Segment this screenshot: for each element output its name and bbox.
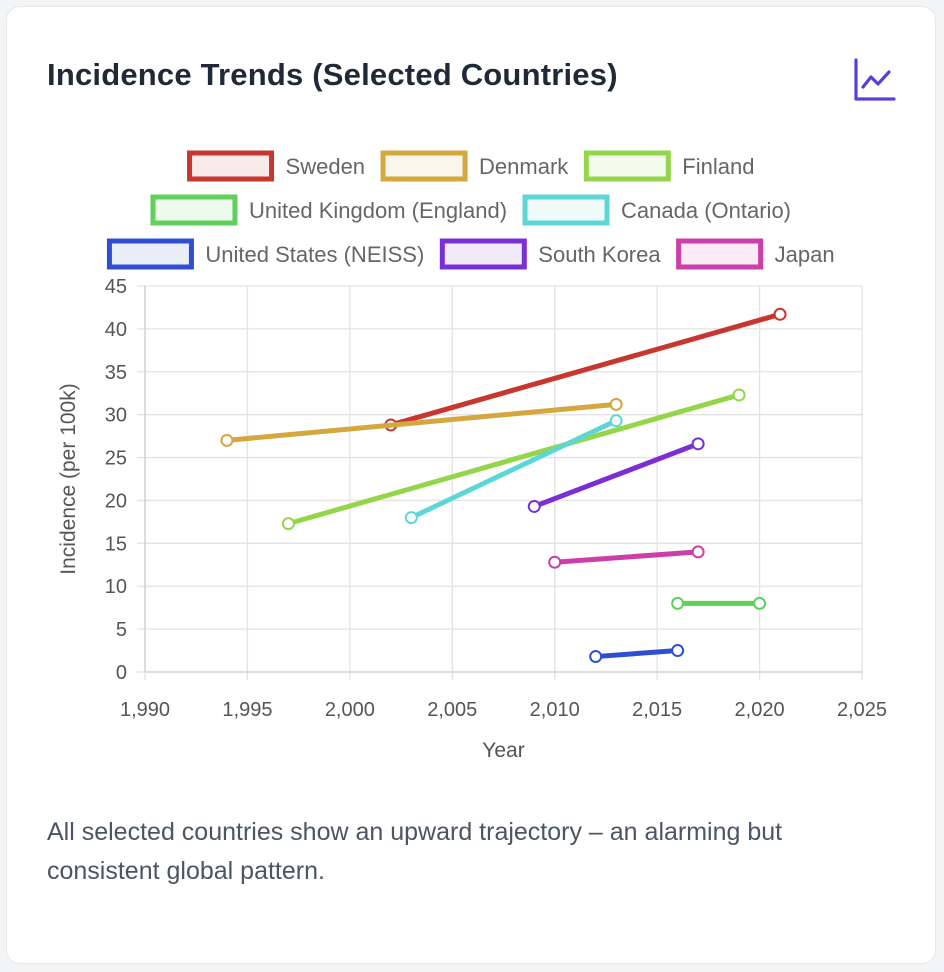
data-point [753, 596, 767, 610]
legend-swatch [676, 238, 764, 270]
y-tick-label: 40 [105, 319, 127, 341]
legend: Sweden Denmark Finland United Kingdom (Engl… [106, 150, 835, 270]
series-line [593, 648, 681, 660]
data-point [281, 517, 295, 531]
series-line [285, 392, 742, 527]
data-point [732, 388, 746, 402]
x-tick-label: 2,005 [427, 699, 477, 721]
legend-label: United Kingdom (England) [249, 198, 507, 223]
legend-label: South Korea [538, 242, 661, 267]
chart-card: Incidence Trends (Selected Countries) Al… [6, 6, 936, 964]
data-point [609, 397, 623, 411]
data-point [589, 650, 603, 664]
data-point [609, 414, 623, 428]
series-line [388, 311, 783, 428]
series [220, 307, 787, 664]
y-tick-label: 0 [116, 662, 127, 684]
y-tick-label: 20 [105, 490, 127, 512]
y-tick-label: 35 [105, 362, 127, 384]
grid [137, 285, 863, 680]
legend-label: Canada (Ontario) [621, 198, 791, 223]
data-point [691, 437, 705, 451]
legend-label: Denmark [479, 154, 569, 179]
line-chart-icon[interactable] [853, 57, 897, 103]
y-tick-label: 25 [105, 448, 127, 470]
legend-swatch [150, 194, 238, 226]
legend-swatch [439, 238, 527, 270]
data-point [691, 545, 705, 559]
legend-swatch [380, 150, 468, 182]
x-tick-label: 1,990 [120, 699, 170, 721]
y-tick-label: 45 [105, 276, 127, 298]
series-line [408, 418, 619, 521]
y-tick-label: 5 [116, 619, 127, 641]
y-tick-label: 10 [105, 576, 127, 598]
y-tick-label: 15 [105, 533, 127, 555]
x-tick-label: 2,000 [325, 699, 375, 721]
series-line [224, 401, 619, 443]
data-point [404, 511, 418, 525]
x-tick-label: 1,995 [222, 699, 272, 721]
legend-label: Sweden [286, 154, 366, 179]
x-tick-label: 2,015 [632, 699, 682, 721]
legend-label: Japan [775, 242, 835, 267]
legend-swatch [522, 194, 610, 226]
data-point [527, 499, 541, 513]
y-tick-label: 30 [105, 405, 127, 427]
data-point [671, 596, 685, 610]
legend-swatch [106, 238, 194, 270]
data-point [548, 555, 562, 569]
card-title: Incidence Trends (Selected Countries) [47, 57, 618, 92]
legend-label: Finland [682, 154, 754, 179]
data-point [220, 433, 234, 447]
x-axis-title: Year [482, 739, 524, 762]
data-point [671, 644, 685, 658]
x-tick-label: 2,020 [735, 699, 785, 721]
legend-swatch [187, 150, 275, 182]
y-axis-title: Incidence (per 100k) [57, 383, 80, 574]
axes: 0 5 10 15 20 25 30 35 40 45 1,990 1,995 2,000 2,005 2,… [57, 276, 887, 762]
chart-caption: All selected countries show an upward tr… [47, 818, 783, 885]
data-point [773, 307, 787, 321]
x-tick-label: 2,010 [530, 699, 580, 721]
legend-label: United States (NEISS) [205, 242, 424, 267]
series-line [552, 549, 701, 565]
legend-swatch [583, 150, 671, 182]
series-line [531, 441, 701, 509]
x-tick-label: 2,025 [837, 699, 887, 721]
